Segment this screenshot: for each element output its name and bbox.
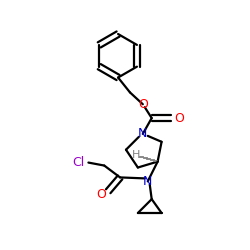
Text: Cl: Cl (72, 156, 85, 169)
Text: O: O (138, 98, 148, 111)
Text: O: O (174, 112, 184, 124)
Text: H: H (132, 150, 140, 160)
Text: N: N (138, 128, 147, 140)
Text: O: O (96, 188, 106, 201)
Text: N: N (143, 175, 152, 188)
